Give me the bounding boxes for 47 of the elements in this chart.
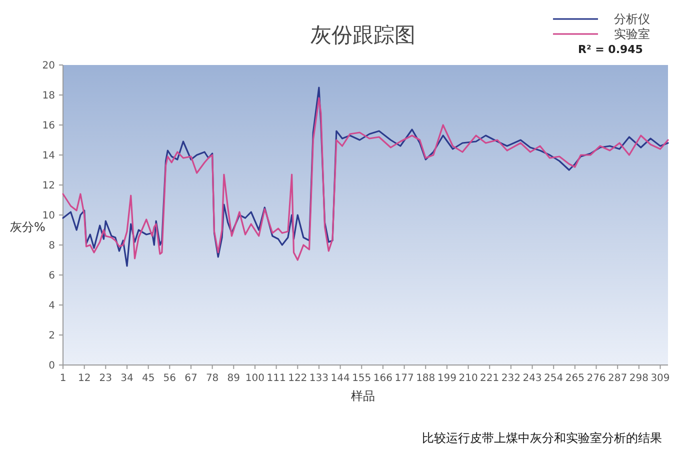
x-tick-label: 155 <box>352 373 372 384</box>
x-tick-label: 232 <box>501 373 520 384</box>
y-tick-label: 12 <box>42 180 55 192</box>
x-tick-label: 133 <box>309 373 329 384</box>
x-tick-label: 254 <box>544 373 564 384</box>
legend-label: 实验室 <box>614 27 650 42</box>
x-tick-label: 188 <box>416 373 436 384</box>
y-tick-label: 16 <box>42 120 55 132</box>
x-tick-label: 56 <box>163 373 176 384</box>
x-tick-label: 309 <box>650 373 670 384</box>
x-tick-label: 12 <box>78 373 91 384</box>
x-tick-label: 100 <box>245 373 265 384</box>
y-tick-label: 20 <box>42 60 55 72</box>
x-tick-label: 221 <box>480 373 500 384</box>
x-tick-label: 67 <box>184 373 198 384</box>
x-tick-label: 199 <box>437 373 456 384</box>
x-tick-label: 210 <box>458 373 478 384</box>
y-tick-label: 14 <box>42 150 55 162</box>
x-tick-label: 89 <box>227 373 240 384</box>
x-tick-label: 276 <box>586 373 606 384</box>
x-tick-label: 23 <box>99 373 112 384</box>
x-axis-title: 样品 <box>351 389 375 403</box>
x-tick-label: 177 <box>394 373 414 384</box>
x-tick-label: 287 <box>608 373 628 384</box>
chart-title: 灰份跟踪图 <box>310 23 416 47</box>
x-tick-label: 166 <box>373 373 392 384</box>
x-tick-label: 1 <box>60 373 66 384</box>
y-tick-label: 18 <box>42 90 55 102</box>
x-tick-label: 265 <box>565 373 584 384</box>
x-tick-label: 144 <box>330 373 350 384</box>
y-tick-label: 8 <box>48 240 55 252</box>
legend-label: 分析仪 <box>614 12 650 26</box>
text: R² = 0.945 <box>578 43 643 56</box>
x-tick-label: 243 <box>522 373 542 384</box>
x-tick-label: 78 <box>206 373 219 384</box>
x-tick-label: 45 <box>142 373 155 384</box>
x-tick-label: 111 <box>266 373 286 384</box>
y-axis-title: 灰分% <box>10 220 46 234</box>
y-tick-label: 4 <box>48 300 55 312</box>
y-tick-label: 10 <box>42 210 55 222</box>
text: 比较运行皮带上煤中灰分和实验室分析的结果 <box>422 431 662 445</box>
y-tick-label: 6 <box>48 270 55 282</box>
x-tick-label: 122 <box>288 373 308 384</box>
y-tick-label: 0 <box>48 360 55 372</box>
y-tick-label: 2 <box>48 330 55 342</box>
x-tick-label: 298 <box>629 373 648 384</box>
x-tick-label: 34 <box>120 373 134 384</box>
